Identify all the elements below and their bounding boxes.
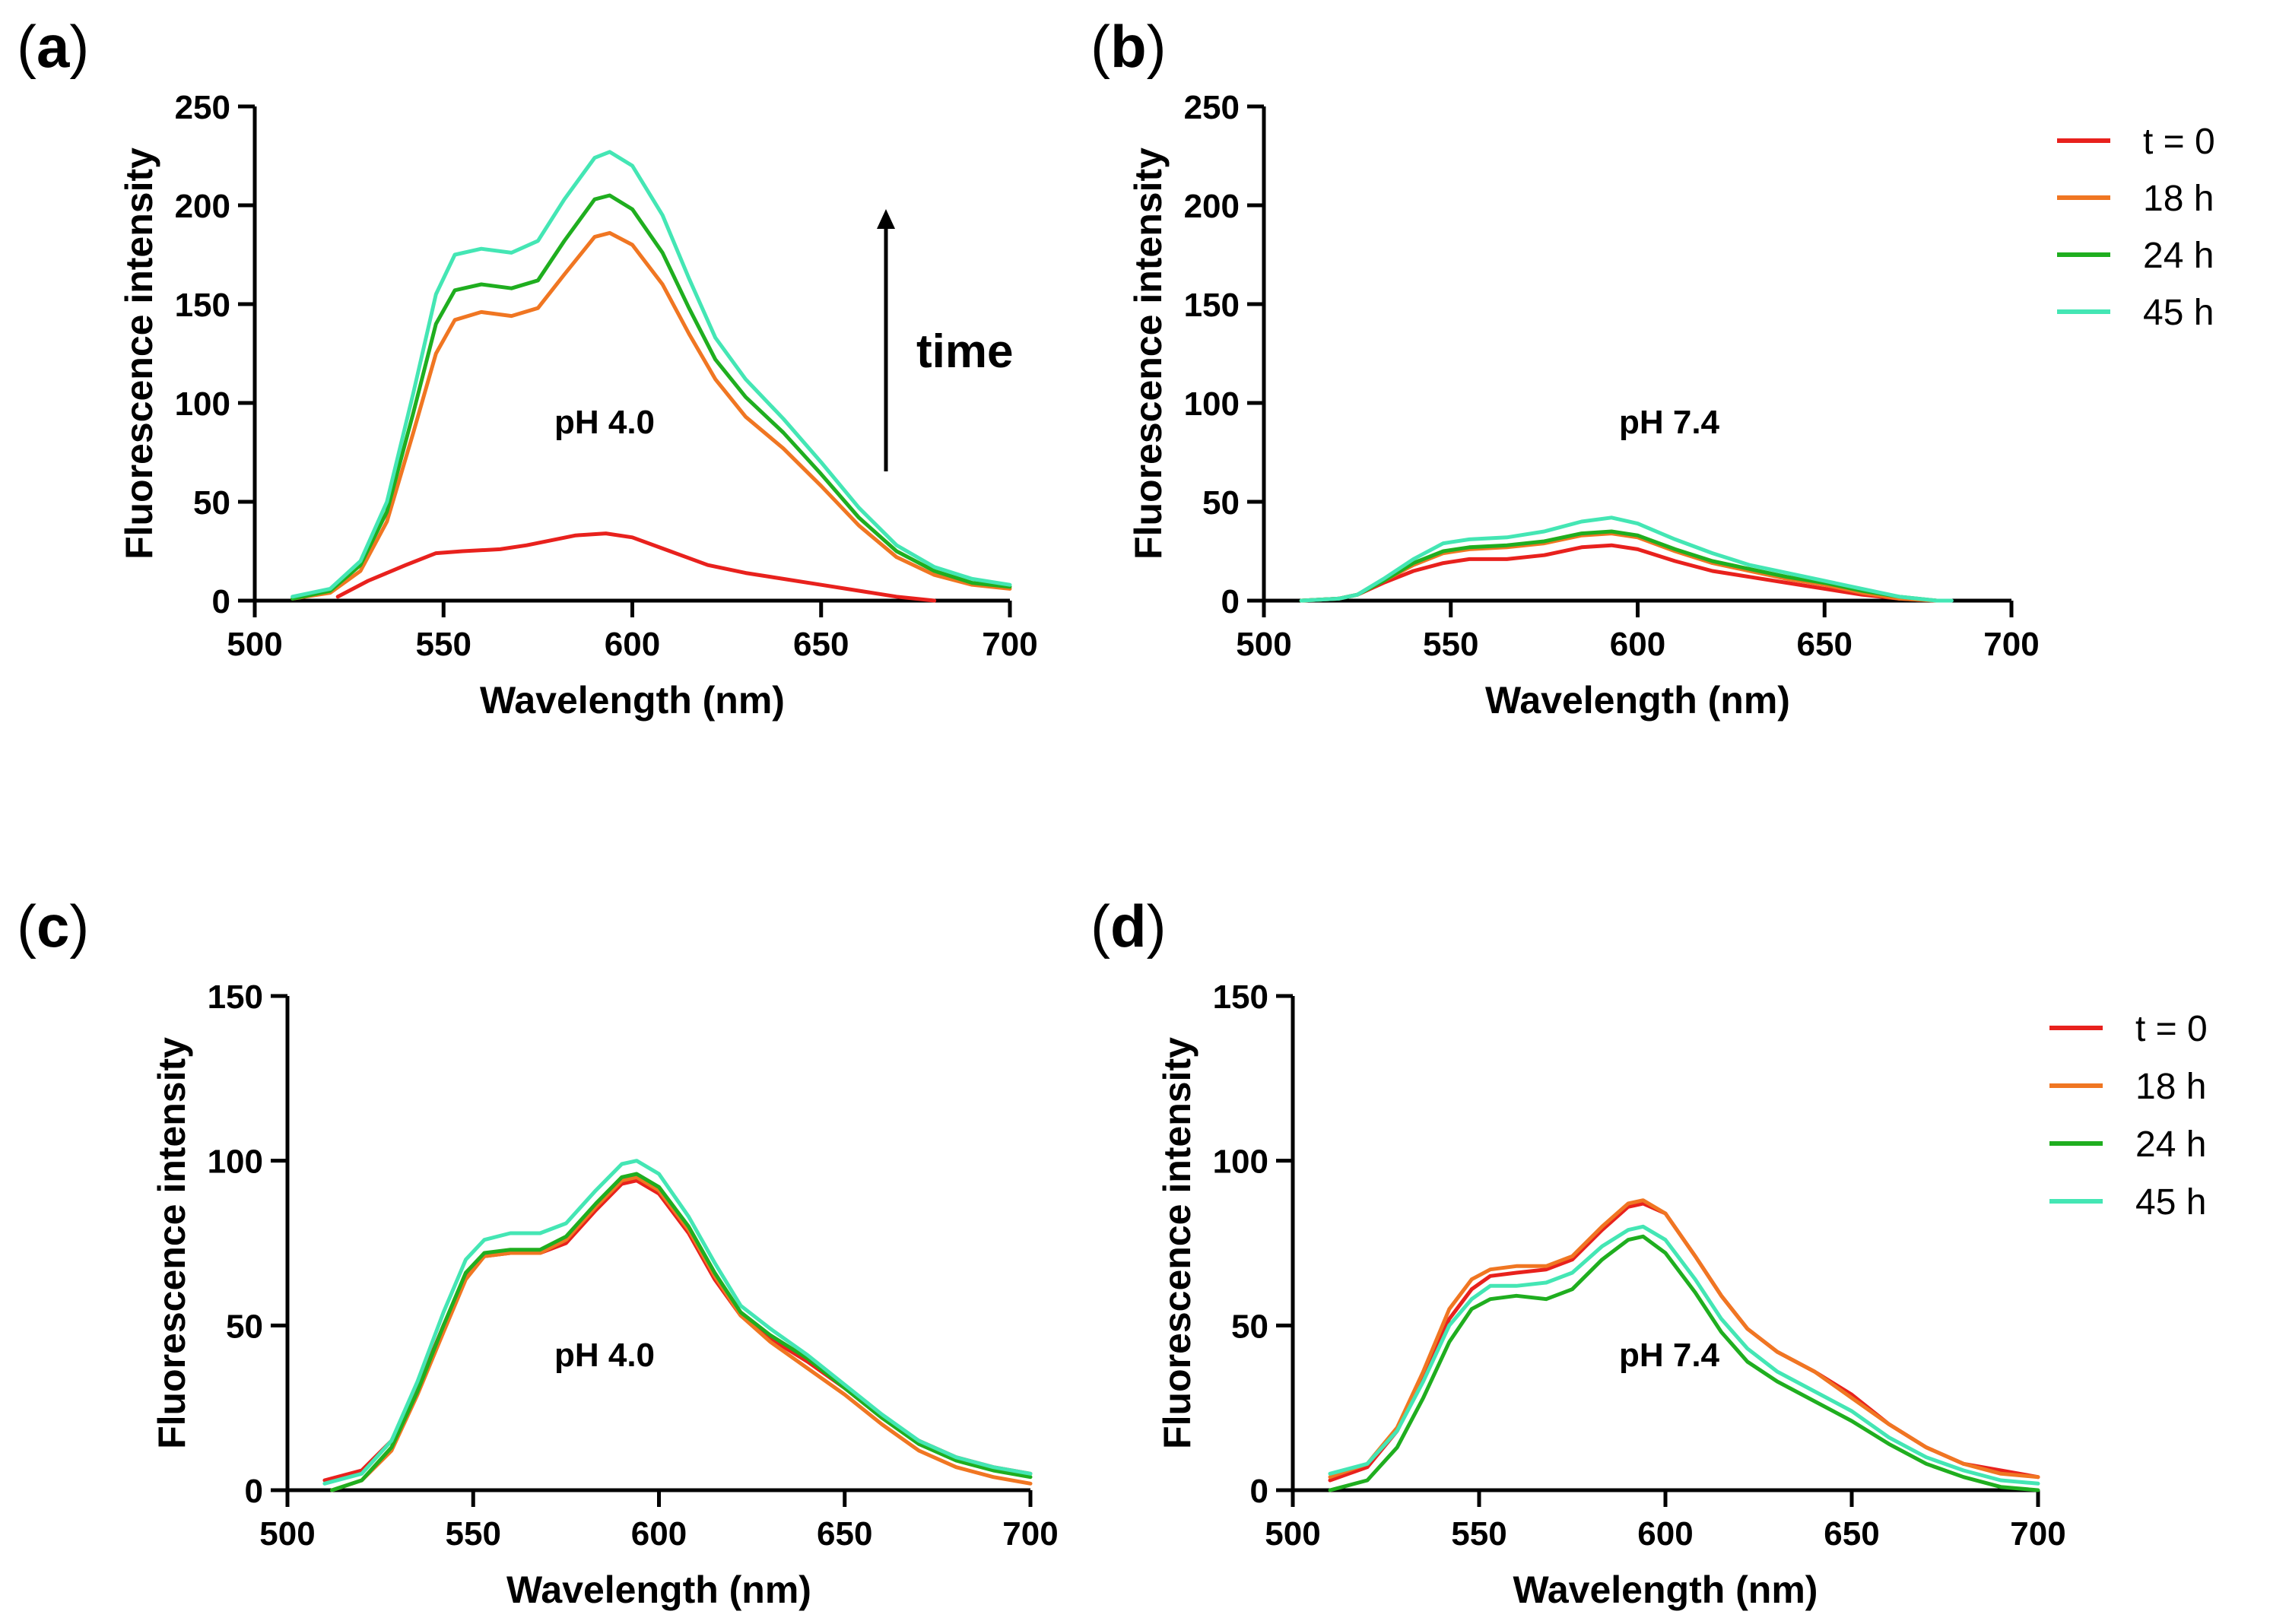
x-axis-title: Wavelength (nm) — [1485, 679, 1790, 722]
y-tick-label: 150 — [208, 979, 263, 1016]
panel-label: (a) — [17, 13, 89, 80]
x-tick-label: 500 — [1265, 1515, 1320, 1553]
panel-a: (a) 500 550 600 650 700 0 50 100 150 200 250 Wavelen… — [17, 13, 1038, 722]
series-line-h18 — [330, 1175, 1033, 1492]
x-axis-title: Wavelength (nm) — [480, 679, 785, 722]
x-tick-label: 700 — [1002, 1515, 1058, 1553]
y-axis-title: Fluorescence intensity — [151, 1037, 193, 1449]
legend-label: t = 0 — [2143, 122, 2215, 162]
legend: t = 0 18 h 24 h 45 h — [2057, 122, 2215, 333]
y-tick-label: 100 — [208, 1143, 263, 1181]
y-tick-label: 0 — [1250, 1473, 1268, 1510]
x-tick-label: 500 — [227, 626, 282, 663]
panel-b: (b) 500 550 600 650 700 0 50 100 150 200 250 Wavelen… — [1091, 13, 2215, 722]
x-tick-label: 700 — [2010, 1515, 2065, 1553]
x-tick-label: 600 — [605, 626, 660, 663]
y-tick-label: 50 — [1231, 1308, 1268, 1345]
x-tick-label: 650 — [1797, 626, 1853, 663]
x-tick-label: 650 — [1824, 1515, 1879, 1553]
series-line-h24 — [330, 1172, 1033, 1492]
y-tick-label: 50 — [193, 484, 230, 522]
x-tick-label: 600 — [631, 1515, 687, 1553]
y-tick-label: 150 — [1184, 287, 1240, 324]
series-line-h45 — [1328, 1224, 2040, 1486]
series-line-t0 — [1299, 543, 1939, 603]
x-tick-label: 550 — [416, 626, 471, 663]
series-line-h45 — [1299, 515, 1954, 603]
y-tick-label: 100 — [1213, 1143, 1268, 1181]
ph-annotation: pH 4.0 — [554, 404, 655, 441]
x-tick-label: 700 — [1983, 626, 2039, 663]
y-tick-label: 150 — [1213, 979, 1268, 1016]
panel-label: (d) — [1091, 893, 1167, 959]
legend-label: 45 h — [2135, 1182, 2206, 1223]
series-line-t0 — [322, 1178, 1033, 1483]
legend-label: 24 h — [2143, 236, 2214, 276]
panel-c: (c) 500 550 600 650 700 0 50 100 150 Wavelength (n… — [17, 893, 1059, 1611]
y-tick-label: 200 — [1184, 188, 1240, 225]
ph-annotation: pH 4.0 — [554, 1337, 655, 1374]
series-line-h24 — [290, 193, 1012, 601]
y-axis-title: Fluorescence intensity — [118, 147, 160, 560]
legend: t = 0 18 h 24 h 45 h — [2049, 1009, 2208, 1223]
x-tick-label: 500 — [259, 1515, 315, 1553]
ph-annotation: pH 7.4 — [1619, 404, 1720, 441]
legend-label: 24 h — [2135, 1124, 2206, 1165]
x-axis-title: Wavelength (nm) — [1513, 1568, 1818, 1611]
x-axis-title: Wavelength (nm) — [506, 1568, 811, 1611]
arrow-head-icon — [877, 209, 895, 229]
legend-label: 18 h — [2135, 1067, 2206, 1107]
ph-annotation: pH 7.4 — [1619, 1337, 1720, 1374]
panel-label: (b) — [1091, 13, 1167, 80]
x-tick-label: 500 — [1236, 626, 1291, 663]
series-line-t0 — [335, 531, 937, 603]
legend-label: t = 0 — [2135, 1009, 2208, 1049]
y-axis-title: Fluorescence intensity — [1127, 147, 1170, 560]
series-line-h45 — [322, 1159, 1033, 1486]
y-tick-label: 0 — [1221, 583, 1240, 620]
y-tick-label: 0 — [245, 1473, 263, 1510]
x-tick-label: 650 — [817, 1515, 872, 1553]
panel-label: (c) — [17, 893, 89, 959]
x-tick-label: 600 — [1610, 626, 1665, 663]
y-tick-label: 100 — [1184, 385, 1240, 423]
x-tick-label: 550 — [446, 1515, 501, 1553]
legend-label: 45 h — [2143, 293, 2214, 333]
y-tick-label: 200 — [175, 188, 230, 225]
legend-label: 18 h — [2143, 179, 2214, 219]
x-tick-label: 550 — [1423, 626, 1478, 663]
series-line-h18 — [1328, 1198, 2040, 1480]
y-tick-label: 50 — [226, 1308, 263, 1345]
x-tick-label: 700 — [982, 626, 1037, 663]
y-tick-label: 250 — [175, 89, 230, 126]
y-tick-label: 100 — [175, 385, 230, 423]
time-label: time — [916, 325, 1013, 378]
series-line-h24 — [1328, 1234, 2040, 1492]
series-line-h18 — [290, 230, 1012, 601]
x-tick-label: 550 — [1451, 1515, 1506, 1553]
x-tick-label: 650 — [793, 626, 849, 663]
panel-d: (d) 500 550 600 650 700 0 50 100 150 Wavelength (n… — [1091, 893, 2208, 1611]
x-tick-label: 600 — [1637, 1515, 1693, 1553]
y-tick-label: 150 — [175, 287, 230, 324]
series-line-h24 — [1299, 529, 1939, 603]
y-tick-label: 250 — [1184, 89, 1240, 126]
y-tick-label: 0 — [212, 583, 230, 620]
y-axis-title: Fluorescence intensity — [1156, 1037, 1198, 1449]
y-tick-label: 50 — [1202, 484, 1240, 522]
series-line-h45 — [290, 150, 1012, 599]
